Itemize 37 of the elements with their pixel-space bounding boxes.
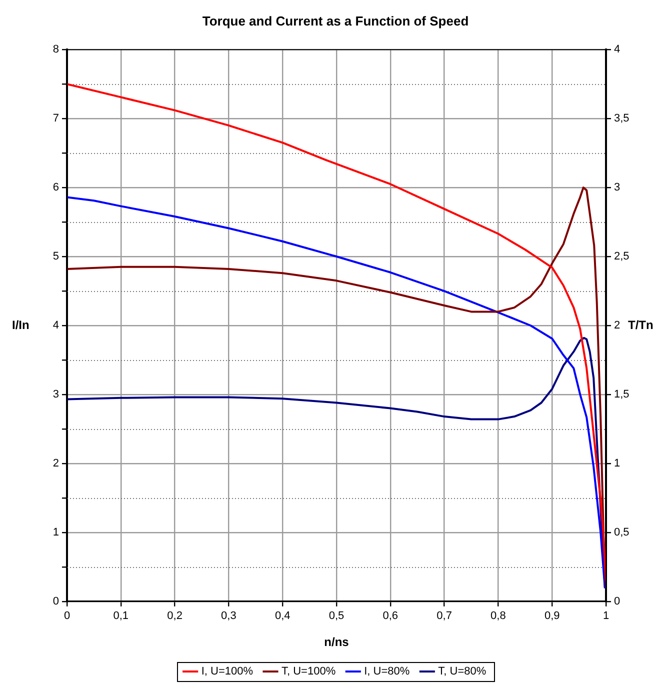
y-tick-label: 6 xyxy=(52,182,59,194)
chart-title: Torque and Current as a Function of Speed xyxy=(202,13,469,28)
x-tick-label: 1 xyxy=(602,610,610,622)
y-tick-label: 5 xyxy=(52,250,59,263)
y-tick-label: 4 xyxy=(52,320,59,332)
y2-tick-label: 2 xyxy=(614,320,620,332)
x-tick-label: 0,5 xyxy=(328,610,344,622)
x-tick-label: 0,2 xyxy=(167,610,182,622)
y2-axis-title: T/Tn xyxy=(628,318,654,332)
legend-label: T, U=100% xyxy=(282,666,336,678)
x-tick-label: 0,6 xyxy=(382,610,398,622)
x-tick-label: 0,4 xyxy=(274,610,290,622)
y2-tick-label: 2,5 xyxy=(614,250,630,263)
y2-tick-label: 1 xyxy=(614,457,620,470)
y2-tick-label: 0 xyxy=(614,595,620,608)
x-tick-label: 0 xyxy=(64,610,70,622)
y-tick-label: 3 xyxy=(52,388,59,401)
x-tick-label: 0,3 xyxy=(221,610,236,622)
y-tick-label: 1 xyxy=(52,526,59,538)
x-tick-label: 0,7 xyxy=(436,610,452,622)
legend-label: T, U=80% xyxy=(438,666,486,678)
x-tick-label: 0,9 xyxy=(544,610,560,622)
x-tick-label: 0,1 xyxy=(113,610,129,622)
y-tick-label: 0 xyxy=(52,595,59,608)
y-tick-label: 2 xyxy=(52,457,59,470)
y2-tick-label: 0,5 xyxy=(614,526,630,538)
y-tick-label: 7 xyxy=(52,112,59,125)
y2-tick-label: 3 xyxy=(614,182,620,194)
legend-label: I, U=100% xyxy=(201,666,254,678)
x-axis-title: n/ns xyxy=(324,635,350,650)
y-tick-label: 8 xyxy=(52,44,59,56)
y2-tick-label: 1,5 xyxy=(614,388,630,401)
y2-tick-label: 4 xyxy=(614,44,620,56)
x-tick-label: 0,8 xyxy=(490,610,506,622)
legend-label: I, U=80% xyxy=(364,666,410,678)
y-axis-title: I/In xyxy=(12,318,30,332)
y2-tick-label: 3,5 xyxy=(614,112,630,125)
